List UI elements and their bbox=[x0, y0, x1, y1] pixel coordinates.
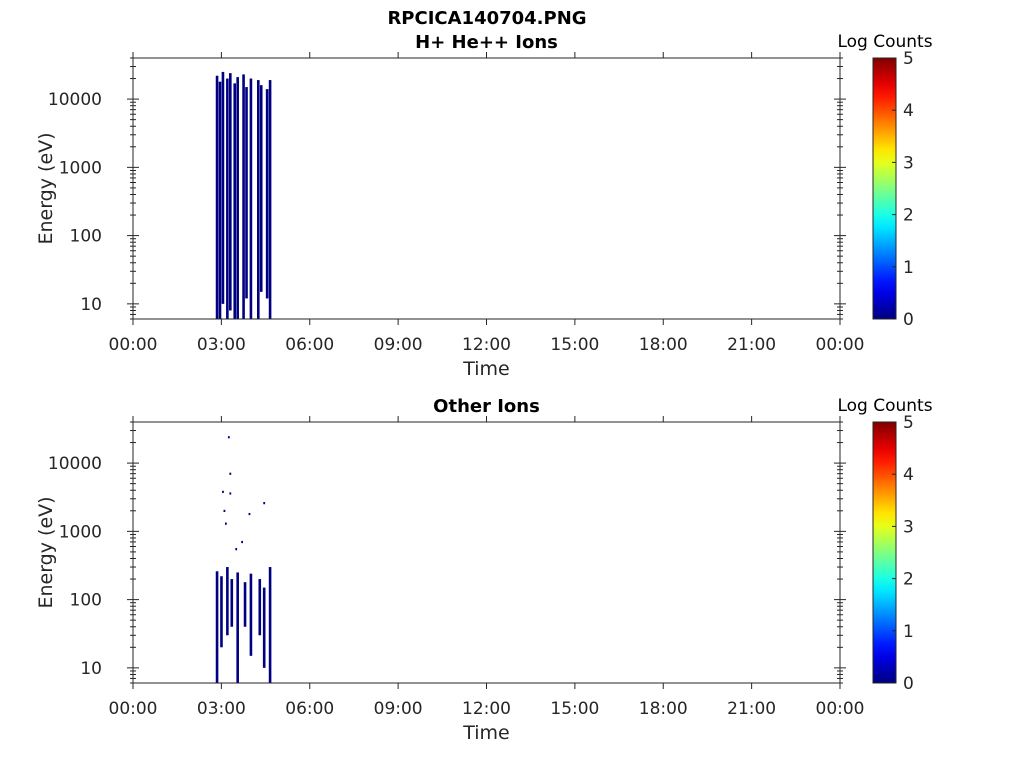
colorbar-tick-label: 2 bbox=[903, 206, 914, 226]
x-tick-label: 18:00 bbox=[639, 699, 688, 719]
colorbar bbox=[872, 421, 897, 684]
data-point bbox=[224, 522, 227, 525]
colorbar-tick-label: 3 bbox=[903, 153, 914, 173]
colorbar bbox=[872, 57, 897, 320]
data-streak bbox=[242, 74, 245, 320]
data-point bbox=[248, 512, 251, 516]
panel-title: H+ He++ Ions bbox=[415, 32, 558, 53]
x-tick-label: 00:00 bbox=[816, 335, 865, 355]
data-streak bbox=[268, 567, 272, 683]
x-tick-label: 21:00 bbox=[727, 699, 776, 719]
plot-area bbox=[132, 57, 841, 320]
data-streak bbox=[230, 579, 234, 627]
data-streak bbox=[215, 571, 219, 683]
data-streak bbox=[243, 582, 247, 627]
x-tick-label: 03:00 bbox=[197, 699, 246, 719]
x-tick-label: 09:00 bbox=[374, 335, 423, 355]
y-axis-label: Energy (eV) bbox=[35, 496, 57, 608]
y-tick-label: 10000 bbox=[48, 454, 102, 474]
plot-area bbox=[132, 421, 841, 684]
data-streak bbox=[259, 85, 263, 292]
data-streak bbox=[236, 572, 239, 683]
y-tick-label: 1000 bbox=[59, 522, 102, 542]
data-streak bbox=[220, 576, 223, 648]
x-tick-label: 12:00 bbox=[462, 335, 511, 355]
x-axis-label: Time bbox=[462, 722, 510, 744]
data-point bbox=[223, 509, 226, 513]
colorbar-label: Log Counts bbox=[837, 32, 932, 52]
panel-title: Other Ions bbox=[433, 396, 540, 417]
x-tick-label: 06:00 bbox=[285, 335, 334, 355]
x-tick-label: 03:00 bbox=[197, 335, 246, 355]
y-tick-label: 100 bbox=[70, 591, 102, 611]
data-streak bbox=[268, 80, 272, 319]
data-point bbox=[222, 490, 224, 493]
data-streak bbox=[249, 573, 253, 656]
x-axis-label: Time bbox=[462, 358, 510, 380]
panel-h-he-ions: H+ He++ Ions 00:00 03:00 06:00 09:00 12:00 15:… bbox=[35, 32, 933, 380]
x-tick-label: 15:00 bbox=[550, 335, 599, 355]
data-streak bbox=[245, 87, 248, 299]
x-tick-label: 12:00 bbox=[462, 699, 511, 719]
x-tick-label: 21:00 bbox=[727, 335, 776, 355]
y-tick-label: 1000 bbox=[59, 158, 102, 178]
data-streak bbox=[215, 75, 219, 319]
panel-other-ions: Other Ions 00:00 03:00 06:00 09:00 12:00 15:00… bbox=[35, 396, 933, 744]
colorbar-tick-label: 4 bbox=[903, 101, 914, 121]
data-streak bbox=[221, 71, 225, 304]
colorbar-tick-label: 2 bbox=[903, 570, 914, 590]
data-streak bbox=[229, 73, 232, 311]
data-point bbox=[227, 436, 230, 439]
x-tick-label: 18:00 bbox=[639, 335, 688, 355]
data-point bbox=[235, 548, 238, 551]
x-tick-label: 00:00 bbox=[109, 335, 158, 355]
data-streak bbox=[258, 579, 262, 636]
data-streak bbox=[226, 78, 229, 320]
x-tick-label: 09:00 bbox=[374, 699, 423, 719]
data-streak bbox=[233, 83, 237, 319]
colorbar-tick-label: 0 bbox=[903, 674, 914, 694]
data-point bbox=[263, 502, 266, 505]
colorbar-label: Log Counts bbox=[837, 396, 932, 416]
colorbar-tick-label: 5 bbox=[903, 413, 914, 433]
x-tick-label: 15:00 bbox=[550, 699, 599, 719]
x-tick-label: 00:00 bbox=[816, 699, 865, 719]
data-streak bbox=[249, 78, 253, 320]
data-streak bbox=[256, 80, 260, 319]
data-point bbox=[229, 472, 232, 475]
colorbar-tick-label: 1 bbox=[903, 622, 914, 642]
colorbar-tick-label: 5 bbox=[903, 49, 914, 69]
data-point bbox=[241, 540, 243, 544]
data-streak bbox=[236, 77, 239, 319]
x-tick-label: 06:00 bbox=[285, 699, 334, 719]
x-tick-label: 00:00 bbox=[109, 699, 158, 719]
colorbar-tick-label: 1 bbox=[903, 258, 914, 278]
figure-title: RPCICA140704.PNG bbox=[387, 8, 586, 29]
data-streak bbox=[226, 567, 229, 636]
y-tick-label: 10 bbox=[80, 659, 102, 679]
data-streak bbox=[218, 81, 222, 320]
data-streak bbox=[265, 89, 269, 299]
y-tick-label: 10000 bbox=[48, 90, 102, 110]
y-axis-label: Energy (eV) bbox=[35, 132, 57, 244]
data-point bbox=[229, 492, 232, 495]
data-streak bbox=[262, 587, 266, 668]
y-tick-label: 10 bbox=[80, 295, 102, 315]
colorbar-tick-label: 0 bbox=[903, 310, 914, 330]
colorbar-tick-label: 3 bbox=[903, 517, 914, 537]
colorbar-tick-label: 4 bbox=[903, 465, 914, 485]
y-tick-label: 100 bbox=[70, 227, 102, 247]
